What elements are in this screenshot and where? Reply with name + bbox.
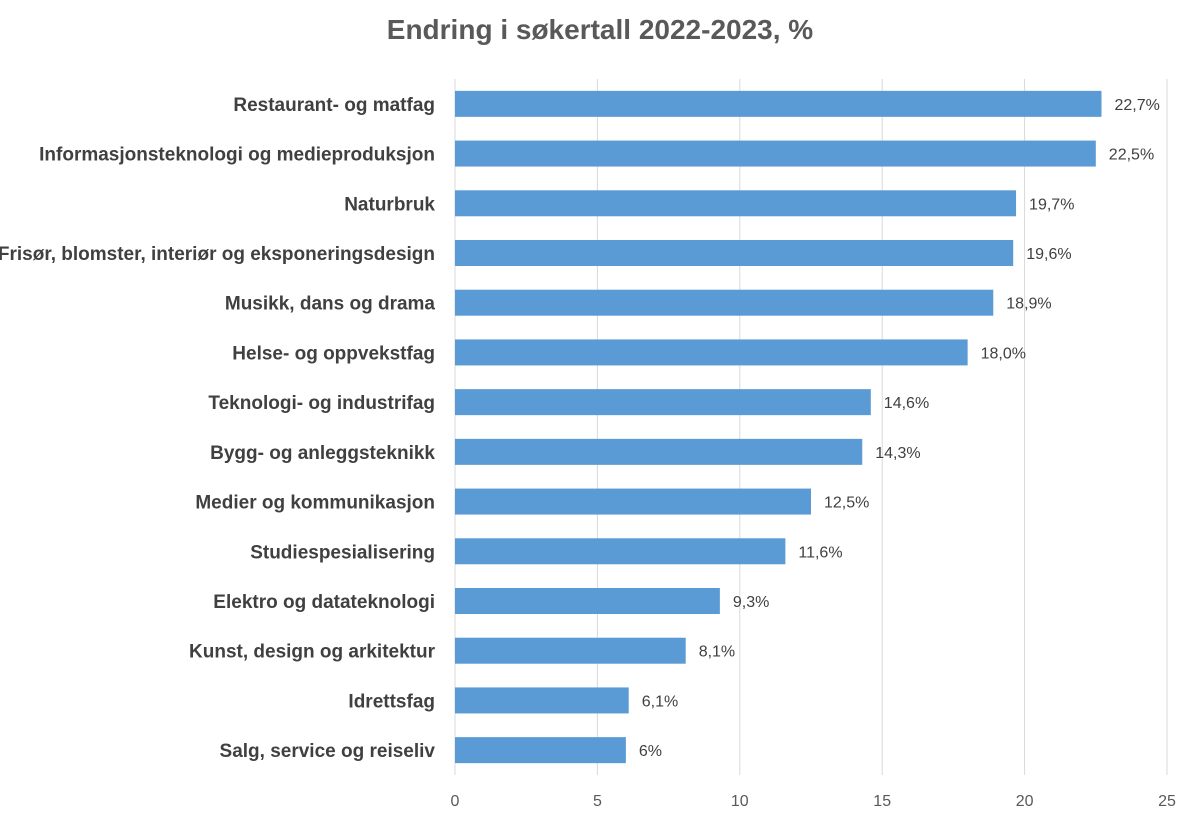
data-label-6: 14,6%	[884, 395, 929, 412]
chart-title: Endring i søkertall 2022-2023, %	[386, 14, 814, 45]
category-label-13: Salg, service og reiseliv	[220, 741, 436, 762]
category-label-4: Musikk, dans og drama	[225, 294, 436, 315]
data-label-9: 11,6%	[798, 544, 842, 561]
x-tick-label-5: 5	[593, 793, 602, 810]
data-label-12: 6,1%	[642, 693, 678, 710]
data-label-1: 22,5%	[1109, 147, 1154, 164]
data-label-8: 12,5%	[824, 495, 869, 512]
data-label-13: 6%	[639, 743, 662, 760]
bar-1	[455, 140, 1096, 167]
x-tick-label-0: 0	[451, 793, 460, 810]
bar-8	[455, 488, 811, 515]
bar-11	[455, 637, 686, 664]
data-label-3: 19,6%	[1026, 246, 1071, 263]
bar-13	[455, 737, 626, 764]
data-label-11: 8,1%	[699, 644, 735, 661]
category-label-5: Helse- og oppvekstfag	[232, 343, 435, 364]
bar-6	[455, 389, 871, 416]
data-label-10: 9,3%	[733, 594, 769, 611]
data-label-4: 18,9%	[1006, 296, 1051, 313]
category-label-1: Informasjonsteknologi og medieproduksjon	[39, 145, 435, 166]
x-tick-label-25: 25	[1158, 793, 1176, 810]
data-label-0: 22,7%	[1114, 97, 1159, 114]
category-label-12: Idrettsfag	[348, 691, 435, 712]
bar-7	[455, 438, 863, 465]
category-label-0: Restaurant- og matfag	[233, 95, 435, 116]
category-label-11: Kunst, design og arkitektur	[189, 642, 436, 663]
category-label-10: Elektro og datateknologi	[213, 592, 435, 613]
bar-0	[455, 90, 1102, 117]
bar-10	[455, 588, 720, 614]
bar-12	[455, 687, 629, 714]
x-tick-label-10: 10	[731, 793, 749, 810]
category-label-6: Teknologi- og industrifag	[208, 393, 435, 414]
bar-2	[455, 190, 1017, 217]
data-label-5: 18,0%	[981, 345, 1026, 362]
data-label-7: 14,3%	[875, 445, 920, 462]
data-label-2: 19,7%	[1029, 196, 1074, 213]
category-label-8: Medier og kommunikasjon	[195, 493, 435, 514]
bar-5	[455, 339, 968, 366]
category-label-9: Studiespesialisering	[250, 542, 435, 563]
x-tick-label-20: 20	[1016, 793, 1034, 810]
bar-4	[455, 289, 994, 316]
category-label-7: Bygg- og anleggsteknikk	[210, 443, 435, 464]
bar-9	[455, 538, 786, 565]
category-label-3: Frisør, blomster, interiør og eksponerin…	[0, 244, 435, 265]
bar-3	[455, 240, 1014, 266]
category-label-2: Naturbruk	[344, 194, 435, 215]
x-tick-label-15: 15	[873, 793, 891, 810]
